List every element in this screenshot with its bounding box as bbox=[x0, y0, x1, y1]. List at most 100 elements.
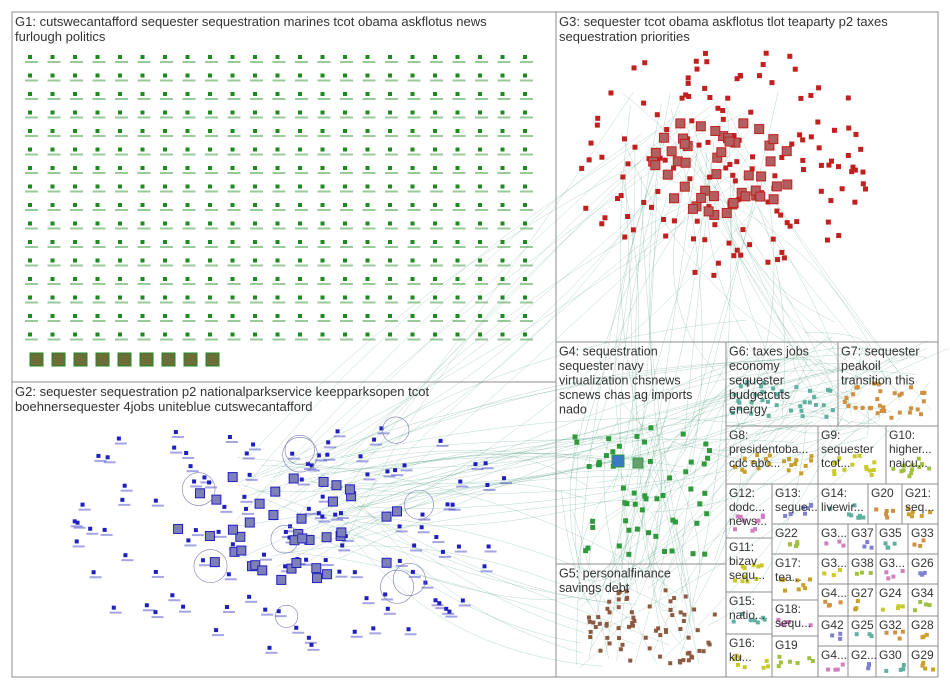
node-label-mark bbox=[435, 607, 448, 610]
node bbox=[629, 610, 634, 615]
node-label-mark bbox=[324, 446, 337, 449]
node bbox=[838, 631, 843, 636]
node-label-mark bbox=[497, 283, 511, 285]
node-label-mark bbox=[250, 246, 263, 248]
node-label-mark bbox=[362, 135, 376, 137]
node bbox=[275, 314, 280, 318]
node bbox=[337, 569, 342, 574]
node bbox=[458, 479, 463, 484]
node bbox=[884, 630, 889, 635]
node bbox=[752, 527, 757, 532]
node bbox=[420, 512, 425, 517]
node-label-mark bbox=[497, 320, 511, 322]
edge bbox=[714, 393, 861, 562]
edge bbox=[341, 209, 755, 536]
node bbox=[823, 599, 828, 604]
node bbox=[478, 110, 482, 115]
node bbox=[787, 659, 792, 664]
edge bbox=[570, 143, 726, 481]
node bbox=[298, 73, 302, 78]
node-label-mark bbox=[304, 641, 317, 644]
node-label-mark bbox=[430, 320, 443, 322]
node-label-mark bbox=[182, 246, 196, 248]
node-label-mark bbox=[430, 172, 443, 174]
node bbox=[800, 414, 805, 419]
node bbox=[140, 184, 145, 189]
edge bbox=[653, 415, 826, 457]
node bbox=[854, 385, 859, 390]
node bbox=[869, 634, 874, 639]
node-label-mark bbox=[430, 338, 443, 341]
node-image bbox=[679, 181, 690, 192]
node bbox=[227, 434, 232, 439]
node bbox=[419, 525, 424, 530]
node bbox=[731, 133, 737, 139]
node-label-mark bbox=[295, 283, 308, 285]
node bbox=[769, 80, 775, 86]
node bbox=[455, 184, 460, 189]
edge bbox=[339, 100, 719, 555]
node-label-mark bbox=[205, 209, 218, 211]
node bbox=[664, 127, 670, 133]
node bbox=[922, 570, 927, 575]
node bbox=[185, 110, 190, 115]
node bbox=[845, 152, 851, 158]
node-label-mark bbox=[160, 172, 173, 174]
node bbox=[704, 59, 710, 65]
node-label-mark bbox=[430, 301, 443, 304]
node bbox=[325, 452, 330, 457]
node bbox=[455, 258, 460, 263]
node-label-mark bbox=[171, 436, 184, 439]
node bbox=[889, 415, 894, 420]
node-label-mark bbox=[47, 320, 61, 322]
edge bbox=[723, 176, 903, 398]
edge bbox=[658, 176, 887, 380]
group-label-g10: G10: bbox=[889, 428, 915, 442]
node bbox=[891, 574, 896, 579]
edge bbox=[309, 478, 637, 605]
node bbox=[921, 634, 926, 639]
node-label-mark bbox=[179, 610, 192, 613]
node bbox=[740, 579, 745, 584]
edge bbox=[596, 345, 735, 483]
node bbox=[800, 157, 806, 163]
node-label-mark bbox=[475, 283, 488, 285]
node bbox=[91, 570, 96, 575]
node-image bbox=[679, 138, 690, 149]
node bbox=[849, 169, 855, 175]
node-image bbox=[211, 494, 222, 505]
node-label-mark bbox=[302, 563, 315, 566]
group-label-g12: dodc... bbox=[729, 500, 765, 514]
node bbox=[343, 184, 347, 189]
node-label-mark bbox=[317, 135, 331, 137]
node bbox=[105, 455, 110, 460]
node-label-mark bbox=[407, 338, 421, 341]
node-label-mark bbox=[383, 475, 396, 478]
node bbox=[617, 589, 622, 594]
node bbox=[754, 577, 759, 582]
node-label-mark bbox=[452, 61, 466, 63]
edge bbox=[622, 92, 838, 397]
edge bbox=[857, 354, 916, 395]
node-label-mark bbox=[458, 604, 471, 607]
node bbox=[805, 506, 810, 511]
node bbox=[253, 73, 257, 78]
edge bbox=[353, 354, 796, 536]
node bbox=[186, 538, 191, 543]
node bbox=[365, 110, 370, 115]
node bbox=[247, 472, 252, 477]
node bbox=[433, 55, 437, 59]
node-image bbox=[291, 558, 302, 569]
group-label-g12: G12: bbox=[729, 486, 755, 500]
node bbox=[596, 459, 602, 465]
node bbox=[73, 147, 77, 152]
group-label-g4: G4: sequestration bbox=[559, 345, 658, 359]
node bbox=[118, 147, 122, 152]
node bbox=[230, 314, 235, 318]
node bbox=[658, 633, 663, 638]
node bbox=[755, 620, 760, 625]
node bbox=[230, 203, 235, 207]
node bbox=[455, 295, 460, 300]
node bbox=[253, 258, 257, 263]
node bbox=[140, 240, 145, 244]
